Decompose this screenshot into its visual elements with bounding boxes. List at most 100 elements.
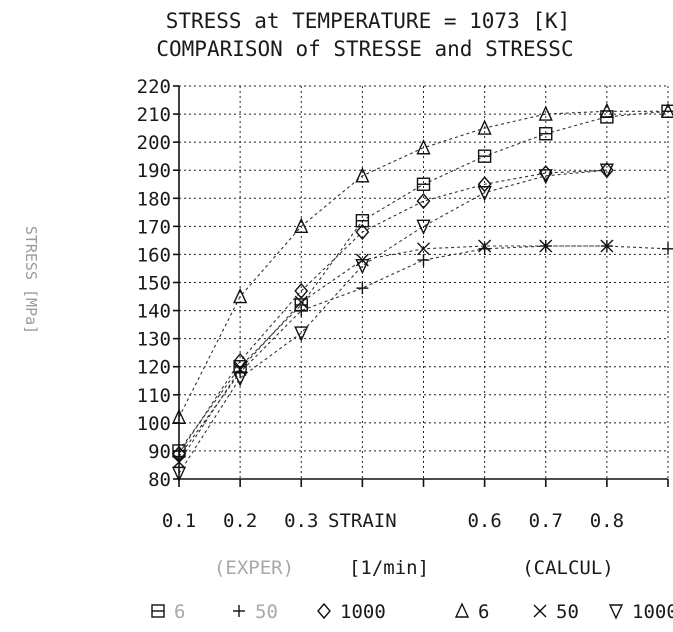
triangle-marker (294, 217, 309, 234)
triangle-marker (355, 167, 370, 183)
data-point-cross (600, 239, 614, 253)
data-point-plus (417, 254, 430, 267)
triangle-marker (416, 139, 431, 155)
cross-marker-b (600, 239, 614, 253)
legend-marker-cross (533, 604, 547, 618)
data-point-triangle (355, 167, 370, 183)
legend-marker-nabla (608, 604, 624, 620)
y-tick-label: 110 (137, 385, 171, 407)
chart-subtitle: COMPARISON of STRESSE and STRESSC (156, 37, 573, 61)
legend-marker-square (151, 604, 165, 618)
legend-entry-label: 6 (174, 601, 185, 623)
diamond-marker (477, 176, 492, 193)
data-point-triangle (416, 139, 431, 155)
legend-entry-diamond: 1000 (317, 601, 386, 623)
data-point-plus (295, 304, 308, 317)
y-tick-label: 90 (148, 441, 171, 463)
y-tick-label: 170 (137, 216, 171, 238)
y-tick-label: 150 (137, 273, 171, 295)
y-tick-label: 100 (137, 413, 171, 435)
data-point-cross (294, 295, 308, 309)
legend-entry-label: 1000 (632, 601, 673, 623)
axes (173, 85, 669, 487)
legend-entry-plus: 50 (233, 601, 278, 623)
nabla-marker (538, 169, 553, 185)
cross-marker-b (233, 363, 247, 377)
data-point-nabla (599, 163, 614, 179)
data-point-diamond (233, 353, 248, 370)
y-tick-label: 130 (137, 329, 171, 351)
nabla-marker (608, 604, 624, 620)
data-point-cross (478, 239, 492, 253)
legend-entry-label: 6 (478, 601, 489, 623)
triangle-marker (599, 102, 614, 118)
data-point-triangle (660, 102, 673, 118)
data-point-triangle (294, 217, 309, 234)
y-tick-label: 200 (137, 132, 171, 154)
x-tick-label: 0.8 (590, 510, 624, 532)
legend: (EXPER) [1/min] (CALCUL) 6 50 1000 6 50 1000 (151, 557, 673, 623)
data-point-square (539, 127, 553, 141)
y-tick-label: 160 (137, 244, 171, 266)
nabla-marker (599, 163, 614, 179)
x-tick-labels: 0.1 0.2 0.3 STRAIN 0.6 0.7 0.8 (162, 510, 624, 532)
legend-header-exper: (EXPER) (214, 557, 294, 579)
nabla-marker (477, 185, 492, 202)
legend-marker-triangle (454, 602, 470, 618)
cross-marker-b (294, 295, 308, 309)
diamond-marker (233, 353, 248, 370)
series-line-cross (178, 245, 607, 463)
y-tick-label: 210 (137, 104, 171, 126)
y-tick-label: 220 (137, 76, 171, 98)
data-point-square (355, 214, 370, 228)
diamond-marker (317, 602, 331, 620)
cross-marker-b (533, 604, 547, 618)
data-point-nabla (477, 185, 492, 202)
data-point-nabla (416, 219, 431, 236)
legend-entry-triangle: 6 (454, 601, 489, 623)
data-point-cross (539, 239, 553, 253)
data-point-nabla (538, 169, 553, 185)
y-tick-label: 140 (137, 301, 171, 323)
nabla-marker (355, 258, 370, 275)
chart-title: STRESS at TEMPERATURE = 1073 [K] (166, 9, 571, 33)
data-point-diamond (538, 164, 553, 182)
data-point-square (416, 177, 431, 191)
series-line-nabla (178, 169, 607, 474)
y-tick-label: 80 (148, 469, 171, 491)
x-tick-label: 0.6 (467, 510, 501, 532)
legend-header-calcul: (CALCUL) (522, 557, 614, 579)
cross-marker-b (478, 239, 492, 253)
data-point-triangle (599, 102, 614, 118)
data-point-nabla (294, 326, 309, 342)
legend-marker-plus (233, 605, 245, 617)
y-tick-label: 190 (137, 160, 171, 182)
y-tick-label: 120 (137, 357, 171, 379)
data-point-cross (233, 363, 247, 377)
series-line-diamond (178, 169, 607, 455)
triangle-marker (477, 119, 492, 135)
triangle-marker (660, 102, 673, 118)
data-point-square (477, 149, 492, 163)
x-tick-label: 0.7 (529, 510, 563, 532)
grid (178, 85, 669, 480)
triangle-marker (454, 602, 470, 618)
y-tick-label: 180 (137, 188, 171, 210)
data-point-diamond (355, 223, 370, 241)
data-point-triangle (538, 105, 553, 121)
diamond-marker (416, 193, 431, 210)
series-lines (178, 110, 669, 474)
legend-entry-label: 50 (255, 601, 278, 623)
diamond-marker (355, 223, 370, 241)
data-point-nabla (355, 258, 370, 275)
data-point-diamond (294, 282, 309, 299)
diamond-marker (294, 282, 309, 299)
legend-entries: 6 50 1000 6 50 1000 (151, 601, 673, 623)
x-tick-label: 0.1 (162, 510, 196, 532)
data-point-triangle (477, 119, 492, 135)
cross-marker-b (417, 242, 430, 256)
data-point-cross (417, 242, 430, 256)
data-markers (171, 102, 673, 483)
cross-marker-b (539, 239, 553, 253)
